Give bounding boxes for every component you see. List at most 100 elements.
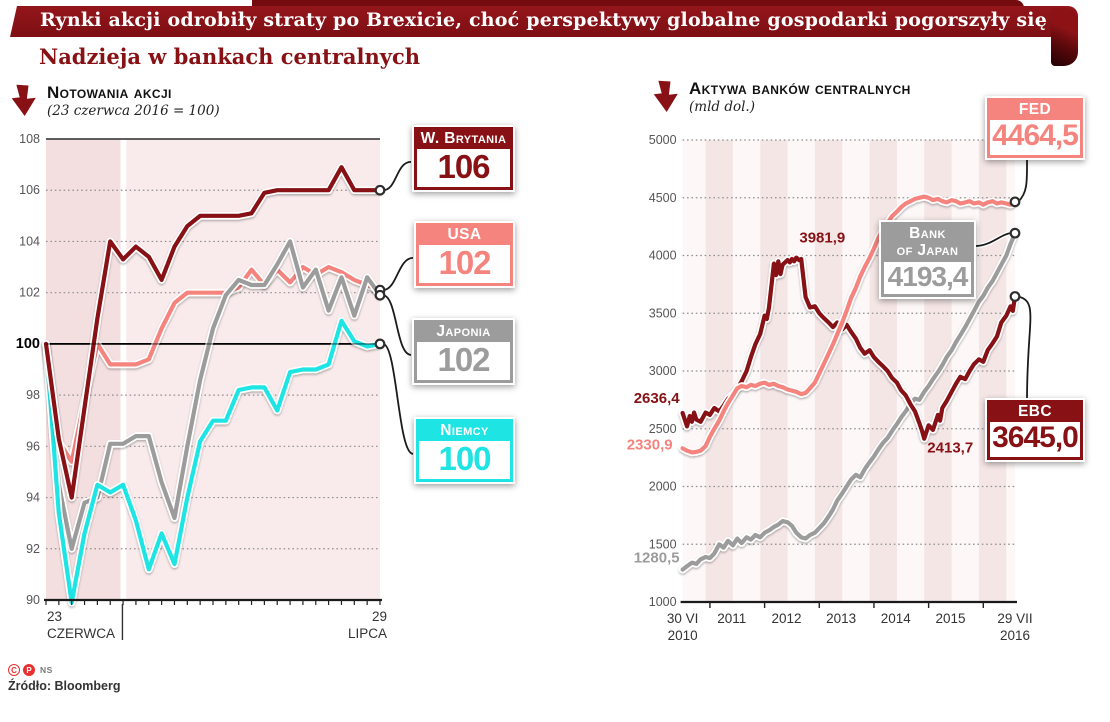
- annotation-2413,7: 2413,7: [927, 440, 973, 457]
- connector-3: [382, 342, 414, 455]
- y-tick-label: 102: [19, 286, 40, 300]
- callout-w-brytania: W. Brytania 106: [412, 125, 515, 193]
- phonogram-icon: P: [23, 664, 35, 676]
- callout-niemcy: Niemcy 100: [414, 417, 515, 485]
- callout-value: 4464,5: [990, 120, 1080, 155]
- y-tick-label: 5000: [649, 133, 677, 147]
- callout-label: EBC: [1018, 403, 1052, 420]
- y-tick-label: 4000: [649, 249, 677, 263]
- x-tick-label: CZERWCA: [47, 626, 115, 641]
- y-tick-label: 100: [16, 336, 40, 352]
- callout-value: 100: [419, 441, 510, 480]
- right-chart-title: Aktywa banków centralnych: [689, 79, 911, 98]
- down-arrow-icon: [11, 84, 36, 117]
- x-tick-label: 2012: [771, 611, 801, 626]
- source-text: Źródło: Bloomberg: [8, 679, 121, 693]
- y-tick-label: 92: [26, 542, 40, 556]
- x-tick-label: 2014: [881, 611, 912, 626]
- headline-banner: Rynki akcji odrobiły straty po Brexicie,…: [10, 6, 1078, 37]
- endpoint-marker-2: [1009, 291, 1021, 302]
- callout-value: 4193,4: [884, 261, 971, 295]
- x-tick-label: 23: [47, 609, 62, 624]
- endpoint-marker-1: [1009, 227, 1021, 239]
- callout-label: Niemcy: [440, 422, 489, 439]
- headline-text: Rynki akcji odrobiły straty po Brexicie,…: [40, 9, 1048, 31]
- connector-2: [1017, 295, 1032, 401]
- y-tick-label: 108: [19, 132, 40, 146]
- page-title: Nadzieja w bankach centralnych: [39, 44, 421, 69]
- x-tick-label: 2011: [717, 611, 746, 626]
- y-tick-label: 98: [26, 388, 40, 402]
- plot-band: [978, 140, 1007, 602]
- x-tick-label: 2010: [668, 628, 698, 643]
- callout-label: FED: [1018, 101, 1052, 118]
- callout-label: Japonia: [436, 323, 491, 340]
- connector-1: [974, 232, 1013, 247]
- right-chart-subtitle: (mld dol.): [689, 98, 755, 115]
- endpoint-marker-0: [1009, 196, 1021, 208]
- x-tick-label: LIPCA: [348, 626, 387, 641]
- endpoint-marker-2: [374, 289, 386, 301]
- y-tick-label: 90: [26, 593, 40, 607]
- callout-label: USA: [447, 226, 482, 243]
- x-tick-label: 29 VII: [997, 611, 1032, 626]
- y-tick-label: 94: [26, 491, 40, 505]
- callout-ebc: EBC 3645,0: [985, 398, 1085, 462]
- series-line-0: [43, 165, 383, 500]
- left-chart-subtitle: (23 czerwca 2016 = 100): [47, 102, 220, 119]
- left-chart-header: Notowania akcji (23 czerwca 2016 = 100): [10, 84, 220, 119]
- y-tick-label: 1500: [649, 537, 677, 551]
- callout-value: 106: [417, 149, 510, 188]
- x-tick-label: 2015: [935, 611, 965, 626]
- callout-value: 102: [417, 342, 510, 381]
- callout-value: 102: [419, 245, 510, 284]
- series-line-1: [43, 265, 383, 464]
- y-tick-label: 104: [19, 234, 40, 248]
- annotation-2636,4: 2636,4: [634, 390, 681, 407]
- callout-usa: USA 102: [414, 221, 515, 289]
- endpoint-marker-3: [374, 338, 386, 350]
- y-tick-label: 96: [26, 439, 40, 453]
- callout-bank-of-japan: Bank of Japan 4193,4: [879, 220, 976, 300]
- callout-label: W. Brytania: [420, 130, 507, 147]
- y-tick-label: 2000: [649, 480, 677, 494]
- callout-fed: FED 4464,5: [985, 96, 1085, 160]
- endpoint-marker-0: [374, 184, 386, 196]
- x-tick-label: 2013: [826, 611, 856, 626]
- series-line-2: [43, 239, 383, 551]
- ribbon-back-fold: [252, 0, 1024, 9]
- annotation-3981,9: 3981,9: [799, 230, 845, 247]
- series-line-1: [680, 231, 1018, 572]
- y-tick-label: 4500: [649, 191, 677, 205]
- callout-value: 3645,0: [990, 422, 1080, 457]
- y-tick-label: 1000: [649, 595, 677, 609]
- y-tick-label: 106: [19, 183, 40, 197]
- x-tick-label: 2016: [1000, 628, 1030, 643]
- copyright-icon: C: [8, 664, 20, 676]
- right-chart-header: Aktywa banków centralnych (mld dol.): [652, 80, 911, 115]
- annotation-2330,9: 2330,9: [627, 436, 673, 453]
- callout-japonia: Japonia 102: [412, 318, 515, 386]
- ribbon-tail-fold: [1051, 8, 1078, 66]
- x-tick-label: 30 VI: [667, 611, 699, 626]
- series-line-3: [43, 318, 383, 605]
- plot-band: [120, 139, 127, 600]
- down-arrow-icon: [653, 80, 678, 113]
- plot-band: [682, 140, 1015, 602]
- left-chart-title: Notowania akcji: [47, 83, 172, 102]
- connector-0: [382, 160, 412, 192]
- y-tick-label: 2500: [649, 422, 677, 436]
- credits: C P NS: [8, 664, 53, 676]
- x-tick-label: 29: [372, 609, 387, 624]
- connector-1: [382, 256, 414, 292]
- connector-2: [382, 294, 412, 356]
- connector-0: [1017, 157, 1028, 203]
- credits-label: NS: [40, 665, 53, 675]
- annotation-1280,5: 1280,5: [634, 550, 680, 567]
- series-line-0: [680, 194, 1018, 455]
- y-tick-label: 3500: [649, 306, 677, 320]
- callout-label: Bank of Japan: [896, 225, 959, 260]
- y-tick-label: 3000: [649, 364, 677, 378]
